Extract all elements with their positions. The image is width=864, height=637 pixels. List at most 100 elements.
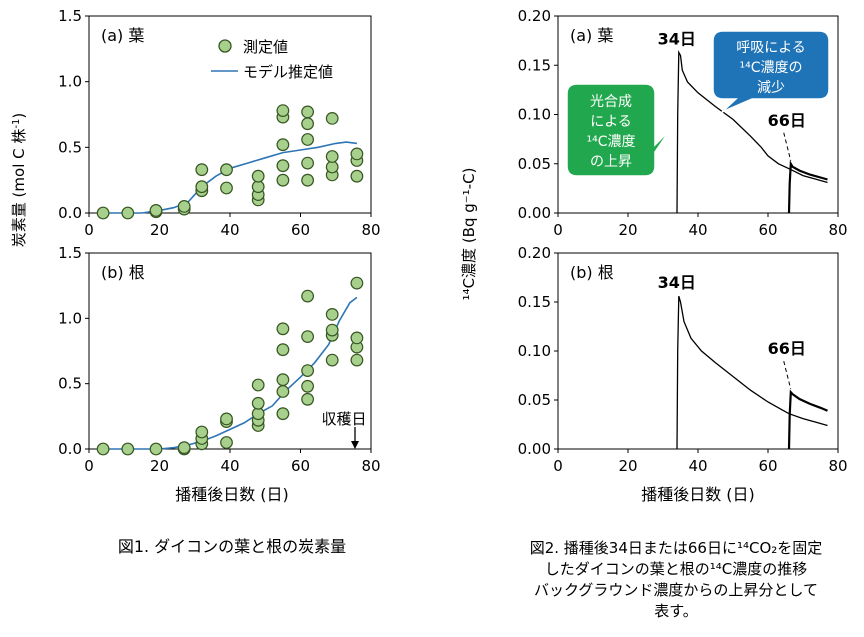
- fig1b-data-point: [301, 289, 315, 303]
- fig2-xlabel: 播種後日数 (日): [641, 485, 755, 504]
- fig2b-panel-label: (b) 根: [570, 263, 614, 282]
- fig1a-xtick-label: 0: [84, 221, 94, 239]
- fig2-caption-line: バックグラウンド濃度からの上昇分として: [534, 581, 818, 599]
- fig1b-data-point: [276, 407, 290, 421]
- fig1b-data-point: [251, 396, 265, 410]
- fig2b-ytick-label: 0.00: [518, 440, 551, 458]
- fig2a-xtick-label: 60: [758, 221, 777, 239]
- respiration-callout: 呼吸による ¹⁴C濃度の 減少: [712, 30, 830, 113]
- fig1a-data-point: [276, 173, 290, 187]
- fig2b-panel: 0.00 0.05 0.10 0.15 0.20 0 20 40 60 80 (b) 根 34日 66日: [518, 244, 848, 475]
- fig1a-data-point: [177, 199, 191, 213]
- fig1b-xtick-label: 60: [291, 457, 310, 475]
- fig2b-peak-label-66: 66日: [768, 339, 806, 358]
- fig1b-ytick-label: 1.0: [58, 309, 82, 327]
- fig1a-data-point: [276, 104, 290, 117]
- fig2b-xtick-label: 80: [828, 457, 847, 475]
- fig2a-ytick-label: 0.05: [518, 155, 551, 173]
- fig1a-data-point: [301, 133, 315, 146]
- fig1a-data-point: [301, 156, 315, 170]
- fig1a-data-point: [325, 150, 339, 163]
- fig2a-xtick-label: 20: [618, 221, 637, 239]
- fig2b-ytick-label: 0.10: [518, 342, 551, 360]
- fig1a-data-point: [195, 180, 209, 194]
- photosynthesis-callout-text: による: [590, 114, 632, 130]
- fig1b-data-point: [301, 364, 315, 378]
- fig1a-data-point: [276, 159, 290, 173]
- fig1a-data-point: [195, 163, 209, 177]
- fig2a-xtick-label: 0: [553, 221, 563, 239]
- fig1a-xtick-label: 80: [361, 221, 380, 239]
- respiration-callout-text: 呼吸による: [736, 40, 806, 56]
- fig1a-data-point: [325, 160, 339, 174]
- fig1b-data-point: [350, 331, 364, 345]
- photosynthesis-callout-text: 光合成: [590, 94, 632, 110]
- legend-marker-measured: [218, 39, 232, 53]
- fig1a-model-line: [103, 141, 357, 214]
- fig1b-xtick-label: 80: [361, 457, 380, 475]
- fig1a-ytick-label: 0.5: [58, 138, 82, 156]
- respiration-callout-text: 減少: [757, 79, 785, 96]
- fig1a-ytick-label: 0.0: [58, 204, 82, 222]
- photosynthesis-callout-text: の上昇: [590, 154, 632, 170]
- photosynthesis-callout-text: ¹⁴C濃度: [587, 134, 636, 150]
- fig1a-ytick-label: 1.5: [58, 7, 82, 25]
- fig1a-panel-label: (a) 葉: [101, 26, 144, 45]
- legend-label-measured: 測定値: [243, 38, 288, 56]
- fig2a-peak-label-66: 66日: [768, 111, 806, 130]
- fig1a-data-point: [350, 169, 364, 183]
- fig1a-data-point: [301, 105, 315, 119]
- fig1b-data-point: [301, 330, 315, 344]
- fig2b-xtick-label: 20: [618, 457, 637, 475]
- fig1-ylabel: 炭素量 (mol C 株-1): [10, 113, 28, 247]
- fig1a-data-point: [121, 206, 135, 220]
- fig1b-data-point: [301, 379, 315, 393]
- respiration-callout-bubble: [712, 30, 830, 113]
- fig2-caption-line: 表す。: [654, 602, 698, 620]
- fig2b-peak-label-34: 34日: [658, 273, 696, 292]
- fig2-caption-line: したダイコンの葉と根の¹⁴C濃度の推移: [545, 560, 808, 578]
- fig1b-xtick-label: 0: [84, 457, 94, 475]
- figure-1: 炭素量 (mol C 株-1) 播種後日数 (日) 図1. ダイコンの葉と根の炭…: [10, 7, 381, 556]
- harvest-arrow-head: [351, 441, 359, 449]
- fig1b-data-point: [350, 353, 364, 367]
- harvest-annotation: 収穫日: [321, 410, 367, 449]
- fig1b-data-point: [121, 442, 135, 456]
- fig1b-data-point: [325, 353, 339, 367]
- fig1a-ytick-label: 1.0: [58, 73, 82, 91]
- respiration-callout-text: ¹⁴C濃度の: [740, 60, 803, 76]
- fig2-caption-line: 図2. 播種後34日または66日に¹⁴CO₂を固定: [530, 539, 823, 557]
- fig1a-data-point: [149, 203, 163, 217]
- fig1b-data-point: [350, 276, 364, 290]
- fig1b-data-point: [220, 412, 233, 426]
- fig1b-data-point: [96, 442, 110, 456]
- fig2a-ytick-label: 0.00: [518, 204, 551, 222]
- fig2a-ytick-label: 0.10: [518, 106, 551, 124]
- fig1a-data-point: [301, 173, 315, 187]
- fig1b-panel-label: (b) 根: [101, 263, 145, 282]
- fig1a-data-point: [220, 163, 233, 177]
- fig1b-data-point: [177, 441, 191, 455]
- fig1-caption: 図1. ダイコンの葉と根の炭素量: [118, 537, 346, 556]
- fig1b-data-point: [220, 436, 233, 449]
- fig1b-data-point: [276, 322, 290, 336]
- fig1-xlabel: 播種後日数 (日): [175, 485, 289, 504]
- legend-label-model: モデル推定値: [243, 63, 333, 81]
- fig1b-ytick-label: 1.5: [58, 244, 82, 262]
- fig2b-xtick-label: 40: [688, 457, 707, 475]
- fig1b-ytick-label: 0.0: [58, 440, 82, 458]
- fig1a-data-point: [251, 169, 265, 183]
- fig1a-legend: 測定値 モデル推定値: [211, 38, 333, 81]
- fig1a-data-point: [350, 147, 364, 161]
- fig1b-data-point: [195, 425, 209, 439]
- fig2a-ytick-label: 0.20: [518, 7, 551, 25]
- fig1a-panel: 0.0 0.5 1.0 1.5 0 20 40 60 80 (a) 葉: [58, 7, 380, 239]
- harvest-label: 収穫日: [321, 410, 366, 428]
- fig2b-xtick-label: 0: [553, 457, 563, 475]
- fig1a-data-point: [251, 180, 265, 194]
- photosynthesis-callout: 光合成 による ¹⁴C濃度 の上昇: [566, 83, 671, 177]
- fig2a-panel-label: (a) 葉: [570, 26, 613, 45]
- fig1b-data-point: [325, 308, 339, 321]
- fig2a-ytick-label: 0.15: [518, 56, 551, 74]
